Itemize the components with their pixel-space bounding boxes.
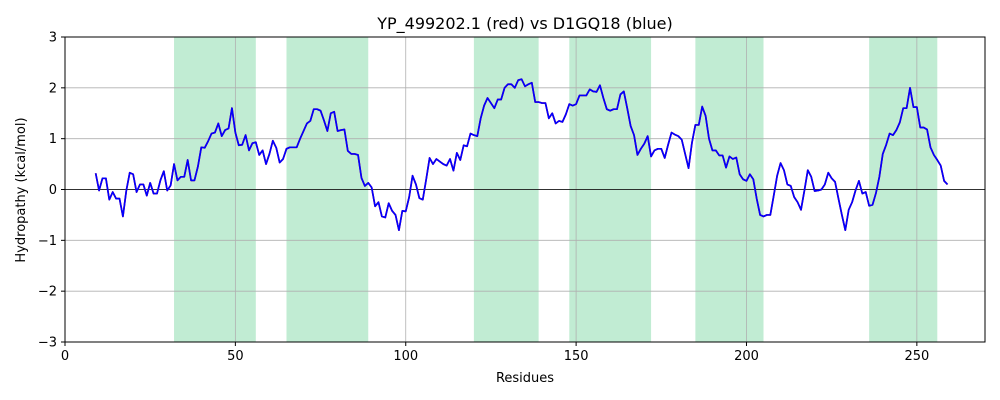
- x-tick-label: 0: [61, 349, 69, 364]
- y-tick-label: 2: [49, 81, 57, 96]
- y-tick-label: −3: [38, 336, 57, 351]
- y-tick-label: 3: [49, 31, 57, 46]
- y-axis-ticks: −3 −2 −1 0 1 2 3: [38, 31, 65, 351]
- x-axis-title: Residues: [496, 371, 554, 386]
- y-axis-title: Hydropathy (kcal/mol): [14, 117, 29, 262]
- x-tick-label: 100: [393, 349, 418, 364]
- y-tick-label: 0: [49, 183, 57, 198]
- x-axis-ticks: 0 50 100 150 200 250: [61, 342, 929, 364]
- chart-title: YP_499202.1 (red) vs D1GQ18 (blue): [376, 14, 673, 34]
- x-tick-label: 250: [904, 349, 929, 364]
- y-tick-label: 1: [49, 132, 57, 147]
- y-tick-label: −1: [38, 234, 57, 249]
- y-tick-label: −2: [38, 285, 57, 300]
- x-tick-label: 50: [227, 349, 244, 364]
- x-tick-label: 200: [734, 349, 759, 364]
- x-tick-label: 150: [564, 349, 589, 364]
- series-lines: [94, 78, 949, 232]
- series-line-blue: [94, 78, 949, 232]
